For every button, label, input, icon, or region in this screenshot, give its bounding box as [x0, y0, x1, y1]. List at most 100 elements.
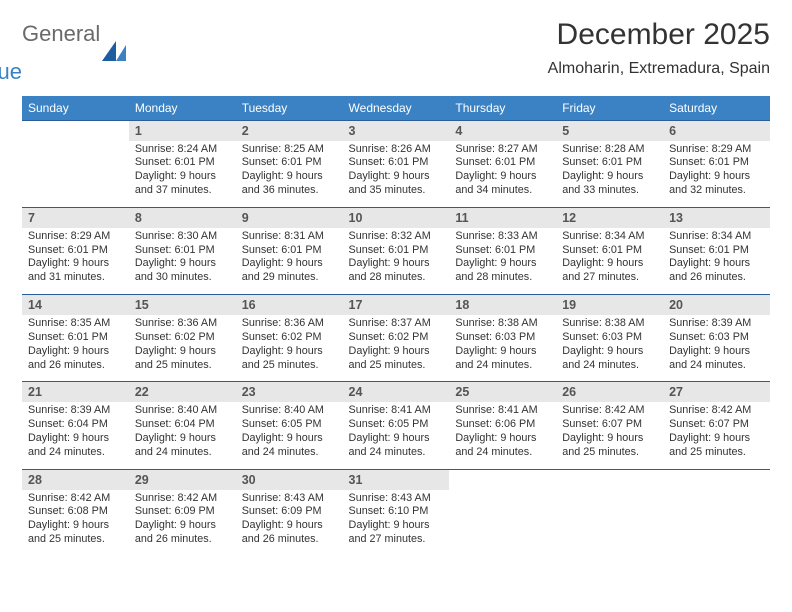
day-number: 13 [663, 208, 770, 228]
day-number: 9 [236, 208, 343, 228]
day-cell: 23Sunrise: 8:40 AMSunset: 6:05 PMDayligh… [236, 382, 343, 469]
logo: General Blue [22, 18, 130, 82]
day-number: 27 [663, 382, 770, 402]
day-number: 31 [343, 470, 450, 490]
day-cell: . [663, 469, 770, 556]
day-cell: 13Sunrise: 8:34 AMSunset: 6:01 PMDayligh… [663, 207, 770, 294]
day-cell: 27Sunrise: 8:42 AMSunset: 6:07 PMDayligh… [663, 382, 770, 469]
day-number: 6 [663, 121, 770, 141]
day-cell: 26Sunrise: 8:42 AMSunset: 6:07 PMDayligh… [556, 382, 663, 469]
day-details: Sunrise: 8:41 AMSunset: 6:05 PMDaylight:… [343, 402, 450, 468]
day-header: Thursday [449, 96, 556, 121]
day-number: 23 [236, 382, 343, 402]
day-details: Sunrise: 8:28 AMSunset: 6:01 PMDaylight:… [556, 141, 663, 207]
logo-part2: Blue [0, 62, 100, 82]
day-header: Tuesday [236, 96, 343, 121]
day-number: 1 [129, 121, 236, 141]
day-cell: 2Sunrise: 8:25 AMSunset: 6:01 PMDaylight… [236, 120, 343, 207]
day-cell: 19Sunrise: 8:38 AMSunset: 6:03 PMDayligh… [556, 295, 663, 382]
day-details: Sunrise: 8:36 AMSunset: 6:02 PMDaylight:… [129, 315, 236, 381]
triangle-icon [102, 39, 130, 66]
day-details: Sunrise: 8:42 AMSunset: 6:07 PMDaylight:… [663, 402, 770, 468]
day-number: 30 [236, 470, 343, 490]
week-row: 7Sunrise: 8:29 AMSunset: 6:01 PMDaylight… [22, 207, 770, 294]
day-cell: . [22, 120, 129, 207]
day-number: 26 [556, 382, 663, 402]
day-number: 19 [556, 295, 663, 315]
day-details: Sunrise: 8:40 AMSunset: 6:04 PMDaylight:… [129, 402, 236, 468]
day-number: 29 [129, 470, 236, 490]
day-cell: 4Sunrise: 8:27 AMSunset: 6:01 PMDaylight… [449, 120, 556, 207]
day-header-row: Sunday Monday Tuesday Wednesday Thursday… [22, 96, 770, 121]
week-row: 28Sunrise: 8:42 AMSunset: 6:08 PMDayligh… [22, 469, 770, 556]
day-cell: 28Sunrise: 8:42 AMSunset: 6:08 PMDayligh… [22, 469, 129, 556]
day-number: 15 [129, 295, 236, 315]
day-details: Sunrise: 8:29 AMSunset: 6:01 PMDaylight:… [22, 228, 129, 294]
day-details: Sunrise: 8:26 AMSunset: 6:01 PMDaylight:… [343, 141, 450, 207]
day-header: Wednesday [343, 96, 450, 121]
day-number: 5 [556, 121, 663, 141]
logo-part1: General [22, 24, 100, 44]
day-details: Sunrise: 8:34 AMSunset: 6:01 PMDaylight:… [663, 228, 770, 294]
day-cell: 5Sunrise: 8:28 AMSunset: 6:01 PMDaylight… [556, 120, 663, 207]
day-details: Sunrise: 8:37 AMSunset: 6:02 PMDaylight:… [343, 315, 450, 381]
day-header: Sunday [22, 96, 129, 121]
day-details: Sunrise: 8:38 AMSunset: 6:03 PMDaylight:… [449, 315, 556, 381]
day-details: Sunrise: 8:30 AMSunset: 6:01 PMDaylight:… [129, 228, 236, 294]
day-cell: 15Sunrise: 8:36 AMSunset: 6:02 PMDayligh… [129, 295, 236, 382]
day-details: Sunrise: 8:42 AMSunset: 6:07 PMDaylight:… [556, 402, 663, 468]
day-details: Sunrise: 8:38 AMSunset: 6:03 PMDaylight:… [556, 315, 663, 381]
week-row: 21Sunrise: 8:39 AMSunset: 6:04 PMDayligh… [22, 382, 770, 469]
day-details: Sunrise: 8:40 AMSunset: 6:05 PMDaylight:… [236, 402, 343, 468]
header: General Blue December 2025 Almoharin, Ex… [22, 18, 770, 82]
day-details: Sunrise: 8:36 AMSunset: 6:02 PMDaylight:… [236, 315, 343, 381]
day-details: Sunrise: 8:39 AMSunset: 6:03 PMDaylight:… [663, 315, 770, 381]
day-number: 11 [449, 208, 556, 228]
day-number: 14 [22, 295, 129, 315]
day-number: 12 [556, 208, 663, 228]
day-cell: 24Sunrise: 8:41 AMSunset: 6:05 PMDayligh… [343, 382, 450, 469]
calendar-body: . 1Sunrise: 8:24 AMSunset: 6:01 PMDaylig… [22, 120, 770, 556]
day-number: 18 [449, 295, 556, 315]
day-number: 10 [343, 208, 450, 228]
day-cell: 30Sunrise: 8:43 AMSunset: 6:09 PMDayligh… [236, 469, 343, 556]
day-cell: . [449, 469, 556, 556]
day-cell: 25Sunrise: 8:41 AMSunset: 6:06 PMDayligh… [449, 382, 556, 469]
day-details: Sunrise: 8:43 AMSunset: 6:09 PMDaylight:… [236, 490, 343, 556]
day-details: Sunrise: 8:24 AMSunset: 6:01 PMDaylight:… [129, 141, 236, 207]
day-details: Sunrise: 8:27 AMSunset: 6:01 PMDaylight:… [449, 141, 556, 207]
day-cell: 20Sunrise: 8:39 AMSunset: 6:03 PMDayligh… [663, 295, 770, 382]
day-header: Friday [556, 96, 663, 121]
day-number: 21 [22, 382, 129, 402]
day-number: 16 [236, 295, 343, 315]
day-cell: 12Sunrise: 8:34 AMSunset: 6:01 PMDayligh… [556, 207, 663, 294]
calendar-page: General Blue December 2025 Almoharin, Ex… [0, 0, 792, 612]
day-cell: 9Sunrise: 8:31 AMSunset: 6:01 PMDaylight… [236, 207, 343, 294]
logo-text: General Blue [22, 24, 100, 82]
day-details: Sunrise: 8:25 AMSunset: 6:01 PMDaylight:… [236, 141, 343, 207]
day-header: Saturday [663, 96, 770, 121]
day-cell: 10Sunrise: 8:32 AMSunset: 6:01 PMDayligh… [343, 207, 450, 294]
day-details: Sunrise: 8:42 AMSunset: 6:08 PMDaylight:… [22, 490, 129, 556]
day-cell: 16Sunrise: 8:36 AMSunset: 6:02 PMDayligh… [236, 295, 343, 382]
day-number: 20 [663, 295, 770, 315]
day-number: 8 [129, 208, 236, 228]
day-cell: 6Sunrise: 8:29 AMSunset: 6:01 PMDaylight… [663, 120, 770, 207]
day-number: 2 [236, 121, 343, 141]
page-subtitle: Almoharin, Extremadura, Spain [548, 60, 770, 78]
day-details: Sunrise: 8:43 AMSunset: 6:10 PMDaylight:… [343, 490, 450, 556]
day-details: Sunrise: 8:35 AMSunset: 6:01 PMDaylight:… [22, 315, 129, 381]
day-cell: 3Sunrise: 8:26 AMSunset: 6:01 PMDaylight… [343, 120, 450, 207]
day-header: Monday [129, 96, 236, 121]
day-cell: 8Sunrise: 8:30 AMSunset: 6:01 PMDaylight… [129, 207, 236, 294]
week-row: . 1Sunrise: 8:24 AMSunset: 6:01 PMDaylig… [22, 120, 770, 207]
day-number: 24 [343, 382, 450, 402]
day-number: 25 [449, 382, 556, 402]
day-number: 28 [22, 470, 129, 490]
day-cell: . [556, 469, 663, 556]
day-number: 22 [129, 382, 236, 402]
day-cell: 14Sunrise: 8:35 AMSunset: 6:01 PMDayligh… [22, 295, 129, 382]
day-cell: 29Sunrise: 8:42 AMSunset: 6:09 PMDayligh… [129, 469, 236, 556]
day-cell: 11Sunrise: 8:33 AMSunset: 6:01 PMDayligh… [449, 207, 556, 294]
day-number: 7 [22, 208, 129, 228]
